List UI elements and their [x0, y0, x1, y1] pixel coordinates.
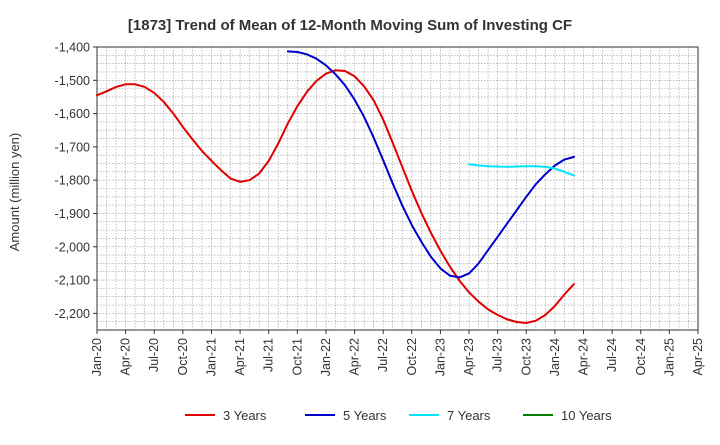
x-tick-label: Oct-20: [176, 338, 190, 376]
plot-area: -1,400 -1,500 -1,600 -1,700 -1,800 -1,900 -2,0…: [55, 41, 705, 377]
legend-label: 7 Years: [447, 408, 491, 423]
legend-item-3-years: 3 Years: [185, 408, 267, 423]
y-tick-label: -1,700: [55, 140, 90, 154]
x-tick-label: Jul-21: [262, 338, 276, 372]
x-tick-label: Apr-21: [233, 338, 247, 376]
x-tick-label: Jul-24: [605, 338, 619, 372]
legend-item-10-years: 10 Years: [523, 408, 612, 423]
y-tick-label: -2,100: [55, 274, 90, 288]
x-tick-label: Apr-23: [462, 338, 476, 376]
legend: 3 Years 5 Years 7 Years 10 Years: [185, 408, 612, 423]
x-tick-label: Apr-20: [119, 338, 133, 376]
y-tick-label: -1,500: [55, 74, 90, 88]
x-tick-label: Oct-23: [519, 338, 533, 376]
y-tick-label: -1,600: [55, 107, 90, 121]
y-tick-label: -2,200: [55, 307, 90, 321]
x-tick-label: Jul-20: [147, 338, 161, 372]
legend-item-5-years: 5 Years: [305, 408, 387, 423]
x-tick-label: Jan-21: [204, 338, 218, 376]
x-tick-label: Jan-22: [319, 338, 333, 376]
y-tick-label: -1,900: [55, 207, 90, 221]
legend-label: 3 Years: [223, 408, 267, 423]
x-tick-label: Jan-23: [433, 338, 447, 376]
x-tick-label: Jan-24: [548, 338, 562, 376]
x-tick-label: Apr-24: [577, 338, 591, 376]
legend-label: 5 Years: [343, 408, 387, 423]
plot-border: [96, 46, 699, 331]
x-tick-label: Jul-23: [491, 338, 505, 372]
y-tick-label: -2,000: [55, 240, 90, 254]
x-tick-label: Oct-21: [290, 338, 304, 376]
series-line-7-years: [468, 163, 575, 177]
x-tick-label: Oct-24: [634, 338, 648, 376]
x-tick-label: Oct-22: [405, 338, 419, 376]
x-tick-label: Jul-22: [376, 338, 390, 372]
series-line-3-years: [96, 69, 575, 325]
x-tick-label: Jan-20: [90, 338, 104, 376]
series-line-5-years: [286, 50, 575, 279]
x-tick-label: Apr-22: [348, 338, 362, 376]
x-tick-label: Apr-25: [691, 338, 705, 376]
y-tick-label: -1,400: [55, 41, 90, 55]
chart-title: [1873] Trend of Mean of 12-Month Moving …: [128, 17, 572, 34]
legend-label: 10 Years: [561, 408, 612, 423]
y-axis-label: Amount (million yen): [7, 133, 22, 252]
x-tick-label: Jan-25: [662, 338, 676, 376]
legend-item-7-years: 7 Years: [409, 408, 491, 423]
y-tick-label: -1,800: [55, 174, 90, 188]
